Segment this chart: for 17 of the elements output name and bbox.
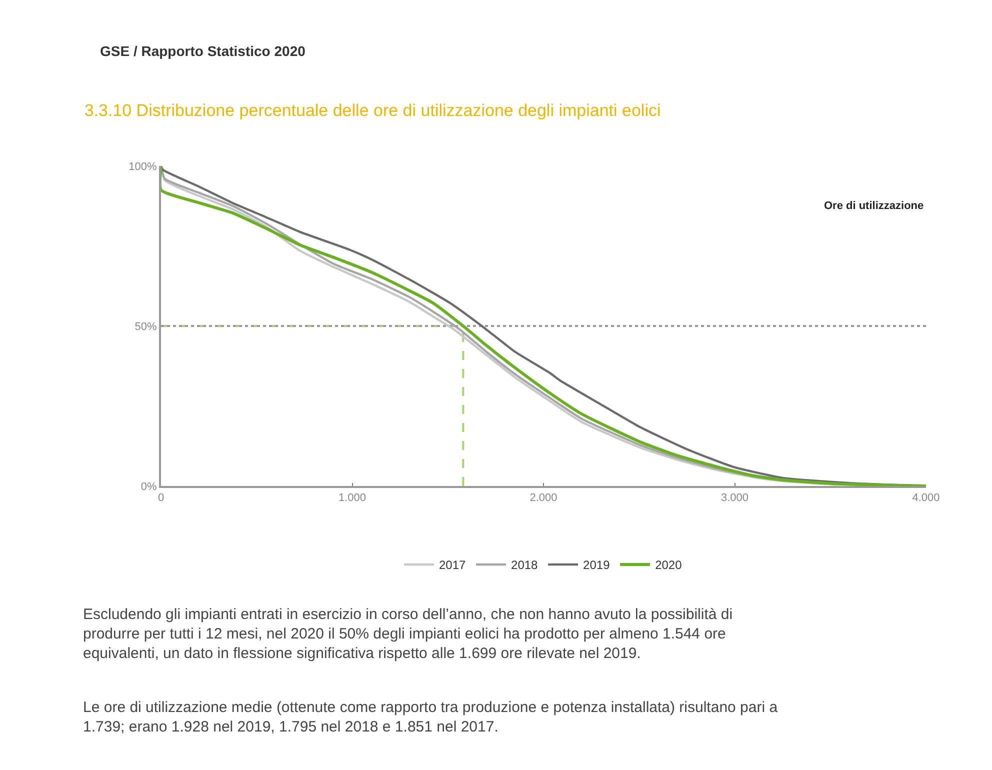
text: GSE / Rapporto Statistico 2020 xyxy=(100,43,306,59)
x-tick-label: 1.000 xyxy=(338,492,366,504)
legend-label: 2019 xyxy=(583,558,610,572)
x-tick-label: 2.000 xyxy=(530,492,558,504)
y-tick-label: 100% xyxy=(128,160,158,173)
y-tick-label: 0% xyxy=(140,480,158,493)
chart-title: 3.3.10 Distribuzione percentuale delle ore di utilizzazione degli impianti eolici xyxy=(84,100,661,120)
text: Escludendo gli impianti entrati in esercizio in corso dell’anno, che non hanno avuto la possibilità di produrre per tutti i 12 mesi, nel 2020 il 50% degli impianti eolici ha prodotto per almeno 1.544 ore equivalenti, un dato in flessione significativa rispetto alle 1.699 ore rilevate nel 2019. xyxy=(83,606,733,662)
legend-label: 2017 xyxy=(439,558,466,572)
y-tick-label: 50% xyxy=(134,320,158,333)
x-tick-label: 0 xyxy=(158,492,164,504)
x-tick-label: 4.000 xyxy=(912,492,940,504)
text: Le ore di utilizzazione medie (ottenute come rapporto tra produzione e potenza installata) risultano pari a 1.739; erano 1.928 nel 2019, 1.795 nel 2018 e 1.851 nel 2017. xyxy=(83,699,778,736)
legend-label: 2018 xyxy=(511,558,538,572)
x-tick-label: 3.000 xyxy=(720,492,749,504)
legend-label: 2020 xyxy=(655,558,682,572)
x-axis-title: Ore di utilizzazione xyxy=(824,200,924,212)
